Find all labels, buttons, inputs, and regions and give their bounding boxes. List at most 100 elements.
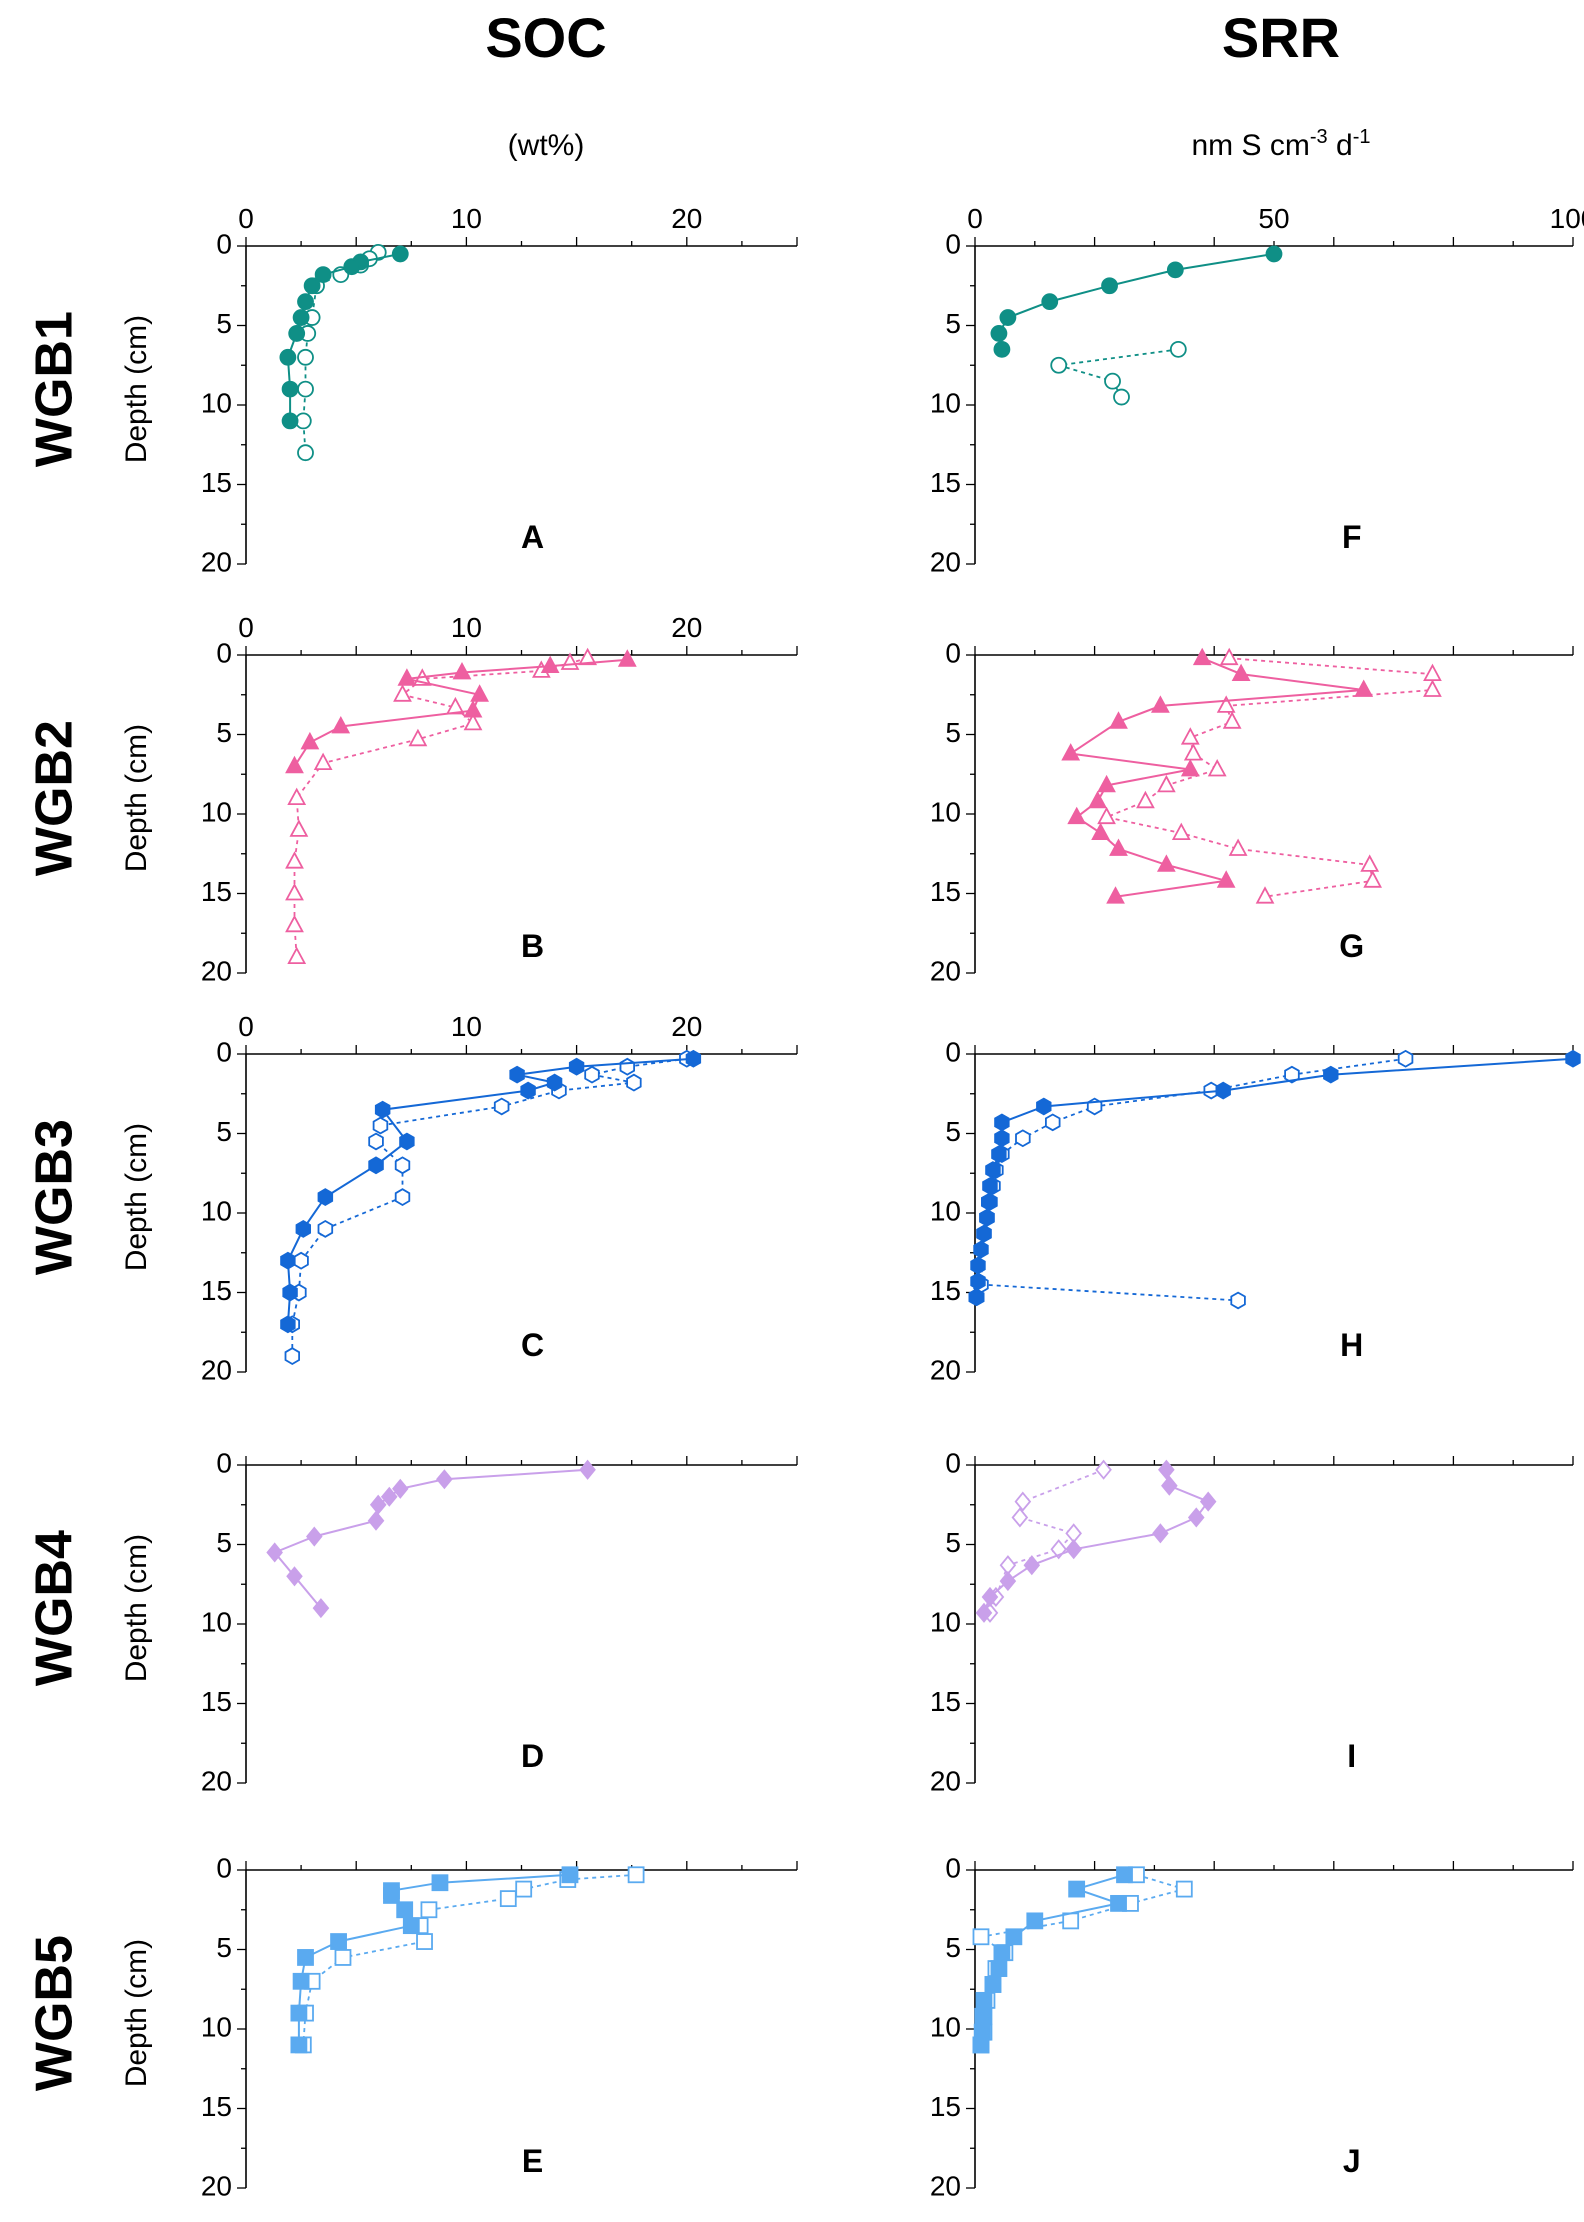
data-point: [297, 348, 314, 366]
row-label-wgb2: WGB2: [26, 720, 84, 876]
y-tick-label: 10: [201, 1195, 232, 1226]
y-tick-label: 20: [201, 955, 232, 986]
data-point: [993, 340, 1011, 358]
data-point: [1097, 774, 1116, 793]
data-point: [1156, 854, 1176, 872]
y-tick-label: 5: [945, 717, 961, 748]
data-point: [331, 715, 351, 734]
data-point: [568, 1057, 585, 1076]
y-axis-label: Depth (cm): [120, 1534, 153, 1682]
data-point: [540, 655, 560, 673]
y-tick-label: 0: [945, 637, 961, 668]
panel-F: 0 50 100 0 5 10 15 20 F: [930, 203, 1584, 577]
data-point: [1109, 711, 1128, 729]
data-point: [285, 755, 304, 774]
unit-part: nm S cm: [1192, 129, 1310, 162]
data-point: [317, 1219, 334, 1238]
series-line: [983, 1469, 1210, 1614]
data-point: [1061, 743, 1081, 761]
data-point: [280, 1251, 296, 1270]
col-title-soc: SOC: [485, 6, 606, 69]
y-tick-label: 15: [930, 467, 961, 498]
y-tick-label: 5: [216, 308, 232, 339]
data-point: [561, 1866, 579, 1884]
data-point: [1187, 1507, 1205, 1528]
data-point: [499, 1890, 517, 1908]
data-point: [994, 1129, 1010, 1148]
series-open: [981, 1459, 1112, 1623]
data-point: [1011, 1507, 1029, 1528]
series-filled: [290, 1866, 579, 2054]
data-point: [285, 851, 304, 869]
data-point: [1050, 356, 1068, 374]
y-tick-label: 5: [945, 308, 961, 339]
y-tick-label: 5: [216, 1932, 232, 1963]
data-point: [285, 914, 304, 933]
data-point: [396, 1901, 414, 1919]
data-point: [282, 1283, 298, 1302]
data-point: [999, 309, 1017, 326]
unit-part: d: [1328, 129, 1353, 162]
data-point: [394, 1188, 411, 1207]
col-unit-soc: (wt%): [508, 129, 585, 162]
series-open: [973, 1049, 1414, 1310]
data-point: [286, 1566, 303, 1587]
panel-letter: C: [521, 1327, 544, 1363]
series-open: [1097, 647, 1442, 904]
data-point: [1062, 1912, 1080, 1930]
row-label-wgb5: WGB5: [26, 1935, 84, 2091]
series-filled: [1061, 647, 1374, 904]
data-point: [399, 1132, 415, 1151]
series-line: [302, 1873, 637, 2045]
y-tick-label: 5: [216, 717, 232, 748]
data-point: [981, 1586, 999, 1608]
panel-C: 0 10 20 0 5 10 15 20 Depth (cm) C: [120, 1011, 798, 1385]
data-point: [972, 1928, 990, 1946]
data-point: [1136, 790, 1155, 809]
x-tick-label: 20: [671, 612, 702, 643]
data-point: [1423, 663, 1442, 681]
panel-letter: A: [521, 519, 544, 555]
y-axis-label: Depth (cm): [120, 1939, 153, 2087]
y-tick-label: 0: [945, 1036, 961, 1067]
y-tick-label: 10: [201, 796, 232, 827]
data-point: [993, 1944, 1011, 1962]
panel-letter: E: [522, 2143, 543, 2179]
y-tick-label: 15: [930, 1275, 961, 1306]
data-point: [976, 1224, 992, 1243]
data-point: [314, 266, 332, 284]
data-point: [416, 1933, 433, 1950]
data-point: [372, 1116, 389, 1135]
panel-J: 0 5 10 15 20 J: [930, 1852, 1574, 2201]
data-point: [287, 787, 307, 805]
data-point: [579, 1459, 596, 1480]
data-point: [1360, 854, 1380, 872]
y-tick-label: 20: [201, 1765, 232, 1796]
data-point: [284, 1347, 301, 1366]
panel-letter: H: [1340, 1327, 1363, 1363]
data-point: [1097, 806, 1116, 825]
series-line: [273, 1468, 588, 1609]
data-point: [1067, 806, 1087, 825]
panel-E: 0 5 10 15 20 Depth (cm) E: [120, 1852, 798, 2201]
data-point: [431, 1874, 449, 1892]
y-axis-label: Depth (cm): [120, 724, 153, 872]
data-point: [493, 1097, 510, 1116]
data-point: [973, 1240, 989, 1259]
unit-sup: -3: [1310, 126, 1328, 148]
data-point: [974, 2007, 992, 2025]
data-point: [285, 883, 304, 901]
data-point: [303, 277, 321, 295]
x-tick-label: 10: [451, 203, 482, 234]
y-tick-label: 5: [945, 1527, 961, 1558]
panel-I: 0 5 10 15 20 I: [930, 1447, 1574, 1796]
data-point: [313, 752, 333, 770]
series-filled: [266, 1459, 596, 1619]
y-tick-label: 15: [201, 2091, 232, 2122]
data-point: [1015, 1129, 1031, 1148]
data-point: [984, 1976, 1002, 1993]
data-point: [990, 1960, 1008, 1977]
series-filled: [990, 245, 1283, 358]
data-point: [626, 1073, 642, 1092]
data-point: [617, 649, 637, 667]
